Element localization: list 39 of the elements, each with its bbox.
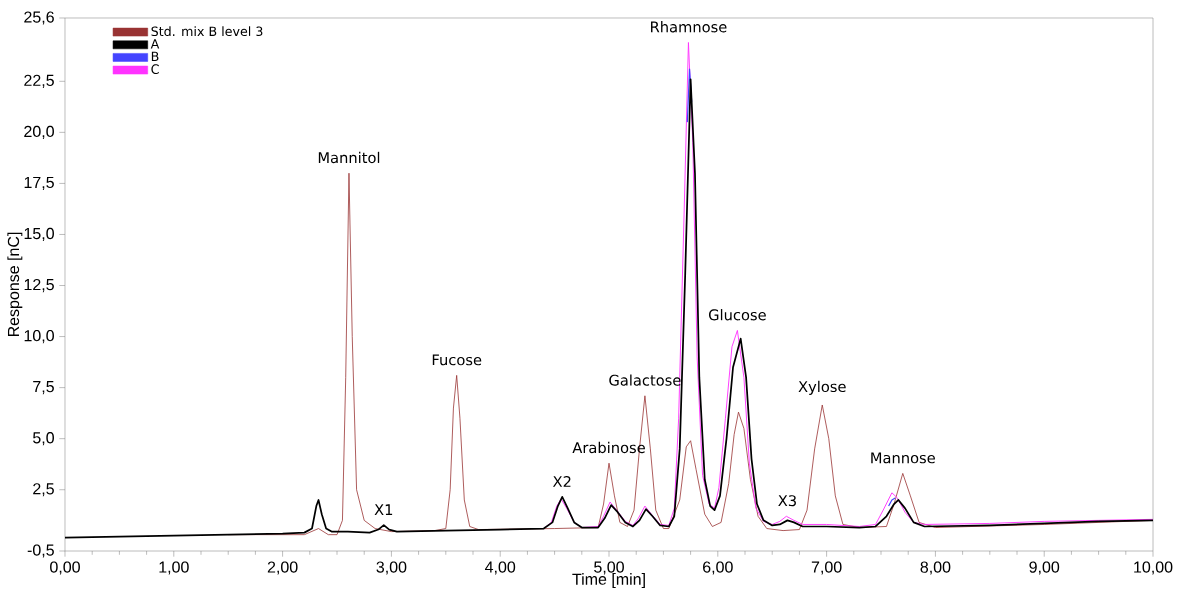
y-tick-label: 25,6: [24, 11, 54, 25]
x-tick-label: 7,00: [811, 561, 842, 575]
y-tick-label: 12,5: [24, 278, 54, 293]
x-tick-label: 3,00: [376, 561, 407, 575]
annotation: Mannose: [871, 452, 935, 464]
annotation: Mannitol: [318, 151, 380, 164]
y-tick-label: 5,0: [33, 432, 54, 446]
x-tick-label: 6,00: [703, 561, 733, 575]
x-tick-label: 0,00: [50, 561, 80, 575]
legend-label: Std. mix B level 3: [151, 26, 263, 37]
x-tick-label: 4,00: [485, 561, 516, 575]
y-tick-label: 17,5: [24, 176, 54, 190]
x-tick-label: 8,00: [920, 561, 951, 575]
y-tick-label: 22,5: [24, 74, 54, 88]
x-tick-label: 5,00: [594, 561, 624, 575]
annotation: Fucose: [432, 354, 482, 366]
y-tick-label: 7,5: [33, 381, 54, 395]
annotation: Xylose: [798, 380, 846, 395]
annotation: Arabinose: [572, 441, 645, 454]
annotation: X1: [374, 504, 393, 516]
line-series: [543, 42, 1154, 530]
legend-label: B: [151, 51, 159, 62]
legend-label: C: [151, 64, 159, 74]
annotation: X2: [552, 475, 571, 487]
x-tick-label: 10,00: [1134, 561, 1173, 575]
y-tick-label: 2,5: [33, 483, 54, 497]
y-tick-label: -0,5: [27, 544, 54, 558]
x-tick-label: 9,00: [1029, 561, 1060, 575]
x-axis-title: Time [min]: [572, 573, 645, 589]
y-tick-label: 20,0: [24, 125, 54, 139]
y-tick-label: 15,0: [24, 227, 54, 242]
x-tick-label: 2,00: [267, 561, 298, 575]
legend-label: A: [150, 39, 160, 49]
annotation: Rhamnose: [651, 21, 727, 33]
y-tick-label: 10,0: [24, 329, 54, 344]
x-tick-label: 1,00: [159, 561, 189, 575]
annotation: Glucose: [708, 309, 766, 321]
y-axis-title: Response [nC]: [7, 232, 23, 337]
annotation: X3: [778, 495, 796, 507]
